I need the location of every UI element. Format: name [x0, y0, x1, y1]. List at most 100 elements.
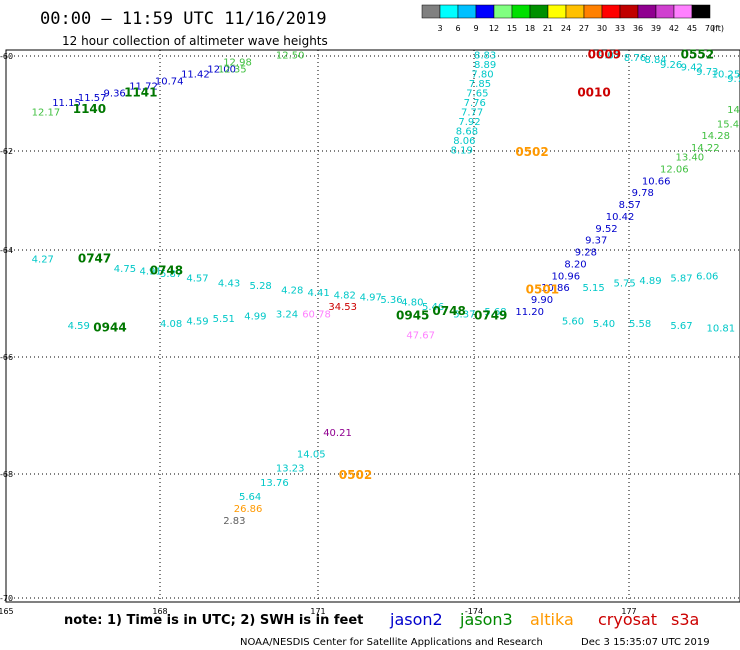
- x-tick-label: 168: [152, 607, 167, 616]
- swh-value: 12.00: [207, 65, 236, 76]
- swh-value: 10.96: [552, 271, 581, 282]
- swh-value: 7.92: [458, 117, 480, 128]
- swh-value: 5.67: [670, 321, 692, 332]
- swh-value: 5.87: [160, 269, 182, 280]
- swh-value: 11.15: [52, 98, 81, 109]
- pass-time-label: 0501: [526, 283, 559, 297]
- y-tick-label: -62: [0, 147, 13, 156]
- swh-value: 4.80: [401, 297, 423, 308]
- swh-value: 5.15: [583, 283, 605, 294]
- colorbar-label: 18: [525, 24, 535, 33]
- swh-value: 14.34: [727, 105, 740, 116]
- colorbar-swatch: [421, 4, 441, 19]
- swh-value: 5.28: [250, 281, 272, 292]
- colorbar-swatch: [601, 4, 621, 19]
- swh-value: 5.64: [239, 492, 261, 503]
- swh-value: 9.78: [632, 188, 654, 199]
- colorbar-swatch: [619, 4, 639, 19]
- swh-value: 10.25: [712, 69, 740, 80]
- swh-value: 7.85: [469, 79, 491, 90]
- pass-time-label: 0502: [339, 468, 372, 482]
- y-tick-label: -66: [0, 353, 13, 362]
- swh-value: 5.75: [614, 278, 636, 289]
- swh-value: 5.46: [422, 302, 444, 313]
- swh-value: 10.42: [606, 212, 635, 223]
- swh-value: 10.86: [541, 283, 570, 294]
- pass-time-label: 0944: [93, 321, 126, 335]
- pass-time-label: 0502: [515, 145, 548, 159]
- grid-lines: [6, 50, 740, 602]
- pass-time-label: 0747: [78, 252, 111, 266]
- swh-value: 12.06: [660, 164, 689, 175]
- swh-value: 4.82: [334, 290, 356, 301]
- x-tick-label: 177: [621, 607, 636, 616]
- swh-value: 7.80: [471, 69, 493, 80]
- y-tick-label: -68: [0, 470, 13, 479]
- colorbar-label: 39: [651, 24, 661, 33]
- colorbar-label: 3: [437, 24, 442, 33]
- colorbar-swatch: [493, 4, 513, 19]
- swh-value: 8.20: [564, 259, 586, 270]
- swh-value: 9.90: [531, 295, 553, 306]
- pass-time-label: 0748: [150, 264, 183, 278]
- swh-value: 10.74: [155, 77, 184, 88]
- swh-value: 5.51: [213, 314, 235, 325]
- swh-value: 11.20: [515, 307, 544, 318]
- swh-value: 6.06: [696, 271, 718, 282]
- time-labels: 1140 1141 0009 0010 0552 0502 0747 0748 0501 0748…: [73, 47, 714, 481]
- y-tick-label: -60: [0, 52, 13, 61]
- swh-value: 8.76: [624, 53, 646, 64]
- swh-value: 14.28: [701, 131, 730, 142]
- credit-text: NOAA/NESDIS Center for Satellite Applica…: [240, 637, 543, 648]
- swh-value: 14.22: [691, 143, 720, 154]
- colorbar-label: 36: [633, 24, 643, 33]
- swh-value: 5.60: [562, 316, 584, 327]
- swh-value: 12.17: [32, 107, 61, 118]
- pass-time-label: 0749: [474, 309, 507, 323]
- swh-value: 4.28: [281, 286, 303, 297]
- y-tick-label: -70: [0, 594, 13, 603]
- swh-value: 4.97: [360, 293, 382, 304]
- swh-value: 4.41: [307, 288, 329, 299]
- swh-value: 4.99: [244, 312, 266, 323]
- swh-value: 10.81: [707, 324, 736, 335]
- x-tick-label: -174: [465, 607, 483, 616]
- swh-value: 5.36: [380, 295, 402, 306]
- swh-value: 7.76: [464, 98, 486, 109]
- swh-value: 9.37: [585, 236, 607, 247]
- colorbar-legend: 3 6 9 12 15 18 21 24 27 30 33 36 39 42 45 70(ft): [421, 4, 724, 33]
- swh-value: 12.50: [276, 50, 305, 61]
- swh-value: 13.76: [260, 478, 289, 489]
- plot-frame: [5, 49, 740, 603]
- swh-value: 3.24: [276, 309, 298, 320]
- legend-entry-cryosat: cryosat: [598, 610, 657, 629]
- swh-value: 7.65: [466, 88, 488, 99]
- swh-value: 8.68: [456, 126, 478, 137]
- colorbar-swatch: [439, 4, 459, 19]
- colorbar-label: 12: [489, 24, 499, 33]
- swh-value: 15.41: [717, 119, 740, 130]
- colorbar-unit: (ft): [712, 24, 724, 33]
- swh-value: 4.59: [186, 316, 208, 327]
- colorbar-label: 30: [597, 24, 607, 33]
- swh-value: 4.91: [139, 267, 161, 278]
- colorbar-label: 6: [455, 24, 460, 33]
- swh-value: 2.83: [223, 516, 245, 527]
- swh-value: 9.36: [104, 88, 126, 99]
- axis-ticks: 165 168 171 -174 177 -60 -62 -64 -66 -68 -70: [0, 52, 637, 616]
- legend-entry-s3a: s3a: [671, 610, 699, 629]
- y-tick-label: -64: [0, 246, 13, 255]
- swh-value: 8.57: [619, 200, 641, 211]
- satellite-legend: jason2 jason3 altika cryosat s3a: [389, 610, 699, 629]
- chart-subtitle: 12 hour collection of altimeter wave hei…: [62, 34, 328, 48]
- colorbar-label: 15: [507, 24, 517, 33]
- swh-value: 5.87: [670, 274, 692, 285]
- swh-value: 5.37: [453, 309, 475, 320]
- x-tick-label: 165: [0, 607, 14, 616]
- swh-value: 7.77: [461, 107, 483, 118]
- swh-value: 4.08: [160, 319, 182, 330]
- pass-time-label: 1141: [124, 85, 157, 99]
- swh-value: 9.77: [727, 74, 740, 85]
